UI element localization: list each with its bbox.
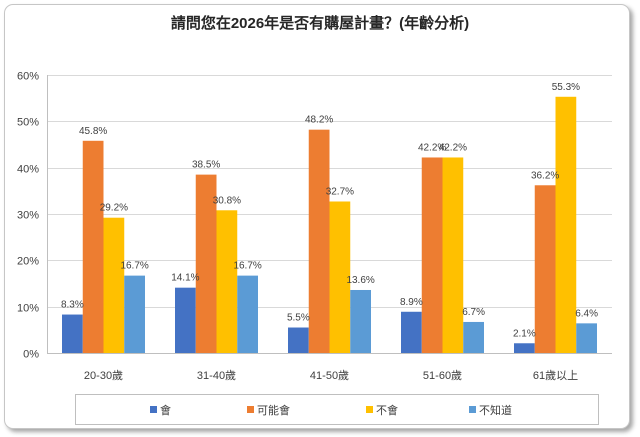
y-tick-label: 60% xyxy=(17,71,39,83)
bar-series-2-cat-1 xyxy=(82,140,104,353)
bar-series-1-cat-4 xyxy=(401,311,422,353)
data-label: 8.9% xyxy=(400,297,423,308)
data-label: 38.5% xyxy=(192,160,220,171)
bar-series-1-cat-5 xyxy=(514,343,535,353)
bar-series-3-cat-1 xyxy=(103,217,125,353)
legend-marker xyxy=(150,406,157,413)
bar-series-3-cat-2 xyxy=(216,210,238,353)
bar-series-2-cat-4 xyxy=(421,157,443,353)
data-labels: 8.3% 45.8% 29.2% 16.7% 14.1% 38.5% 30.8% 16.7% 5… xyxy=(61,82,598,339)
data-label: 30.8% xyxy=(213,195,241,206)
data-label: 6.7% xyxy=(462,307,485,318)
legend-label: 會 xyxy=(160,403,171,417)
bar-series-2-cat-5 xyxy=(534,185,556,353)
data-label: 6.4% xyxy=(575,308,598,319)
data-label: 8.3% xyxy=(61,300,84,311)
bar-series-2-cat-3 xyxy=(308,129,330,353)
x-axis: 20-30歲 31-40歲 41-50歲 51-60歲 61歲以上 xyxy=(84,368,578,382)
data-label: 42.2% xyxy=(439,142,467,153)
x-tick-label: 61歲以上 xyxy=(533,368,578,382)
data-label: 13.6% xyxy=(346,275,374,286)
bars xyxy=(62,96,597,353)
y-tick-label: 20% xyxy=(17,256,39,268)
data-label: 48.2% xyxy=(305,115,333,126)
data-label: 32.7% xyxy=(326,186,354,197)
bar-series-4-cat-3 xyxy=(350,289,371,353)
legend-label: 可能會 xyxy=(257,403,290,417)
y-tick-label: 0% xyxy=(23,349,39,361)
data-label: 45.8% xyxy=(79,126,107,137)
legend-marker xyxy=(247,406,254,413)
bar-series-4-cat-2 xyxy=(237,275,258,353)
data-label: 16.7% xyxy=(233,261,261,272)
y-tick-label: 30% xyxy=(17,210,39,222)
bar-series-1-cat-3 xyxy=(288,327,309,353)
data-label: 42.2% xyxy=(418,142,446,153)
data-label: 16.7% xyxy=(120,261,148,272)
bar-series-3-cat-3 xyxy=(329,201,351,353)
y-tick-label: 50% xyxy=(17,117,39,129)
y-tick-label: 40% xyxy=(17,164,39,176)
x-tick-label: 31-40歲 xyxy=(197,368,236,382)
data-label: 29.2% xyxy=(100,203,128,214)
data-label: 14.1% xyxy=(171,273,199,284)
x-tick-label: 51-60歲 xyxy=(423,368,462,382)
data-label: 5.5% xyxy=(287,313,310,324)
legend-label: 不知道 xyxy=(479,403,512,417)
bar-series-4-cat-4 xyxy=(463,321,484,353)
legend-marker xyxy=(469,406,476,413)
legend-label: 不會 xyxy=(376,403,398,417)
legend: 會 可能會 不會 不知道 xyxy=(75,394,599,425)
chart-title: 請問您在2026年是否有購屋計畫？(年齡分析) xyxy=(171,14,469,32)
y-axis: 0% 10% 20% 30% 40% 50% 60% xyxy=(17,71,48,361)
bar-series-1-cat-1 xyxy=(62,314,83,353)
y-tick-label: 10% xyxy=(17,303,39,315)
bar-series-4-cat-1 xyxy=(124,275,145,353)
bar-series-3-cat-4 xyxy=(442,157,464,353)
bar-series-1-cat-2 xyxy=(175,287,196,353)
legend-marker xyxy=(366,406,373,413)
bar-series-3-cat-5 xyxy=(555,96,577,353)
x-tick-label: 41-50歲 xyxy=(310,368,349,382)
x-tick-label: 20-30歲 xyxy=(84,368,123,382)
data-label: 36.2% xyxy=(531,170,559,181)
bar-series-4-cat-5 xyxy=(576,323,597,353)
legend-box xyxy=(75,394,599,425)
bar-series-2-cat-2 xyxy=(195,174,217,353)
data-label: 2.1% xyxy=(513,328,536,339)
data-label: 55.3% xyxy=(552,82,580,93)
